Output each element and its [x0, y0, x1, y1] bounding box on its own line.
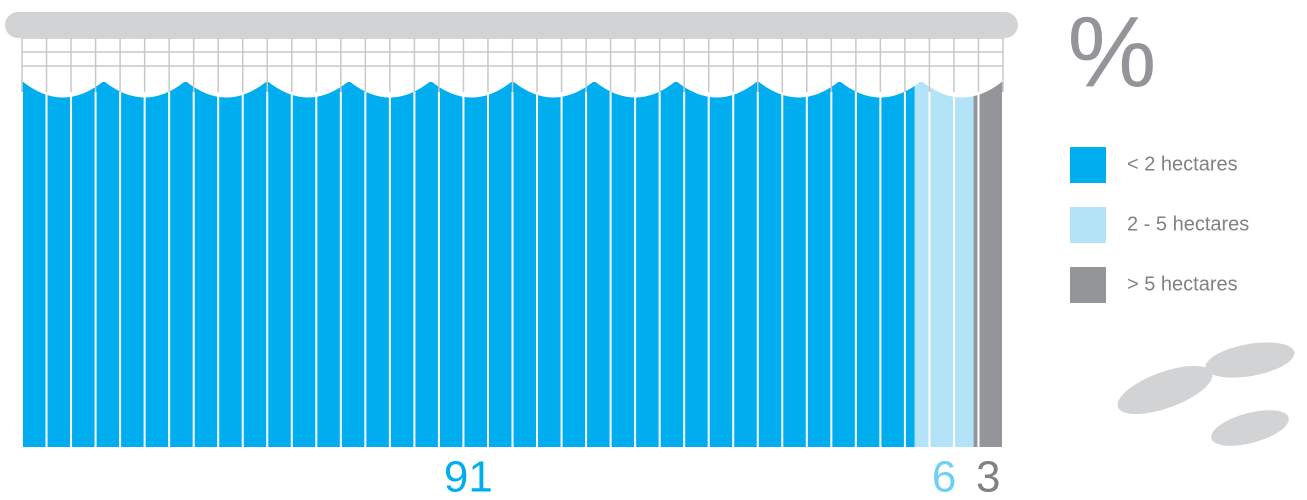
legend-swatch	[1070, 147, 1106, 183]
value-label: 6	[932, 453, 956, 500]
legend-label: 2 - 5 hectares	[1127, 213, 1249, 235]
legend-label: > 5 hectares	[1127, 273, 1238, 295]
scallop	[185, 81, 268, 98]
legend-swatch	[1070, 207, 1106, 243]
scallop	[430, 81, 513, 98]
scallop	[267, 81, 349, 98]
legend-label: < 2 hectares	[1127, 153, 1238, 175]
shrimp	[1205, 342, 1295, 378]
scallop	[921, 81, 1003, 98]
curtain-rod	[5, 12, 1018, 38]
shrimp	[1117, 365, 1213, 415]
scallop	[757, 81, 840, 98]
value-label: 3	[976, 453, 1000, 500]
legend-swatch	[1070, 267, 1106, 303]
scallop	[676, 81, 758, 98]
shrimp-icon	[1117, 342, 1295, 446]
bar-segment	[22, 82, 915, 447]
scallop	[512, 81, 595, 98]
value-label: 91	[444, 453, 493, 500]
scallop	[22, 81, 104, 98]
bar-segment	[914, 82, 974, 447]
chart-title: %	[1068, 0, 1157, 108]
shrimp	[1211, 410, 1289, 446]
